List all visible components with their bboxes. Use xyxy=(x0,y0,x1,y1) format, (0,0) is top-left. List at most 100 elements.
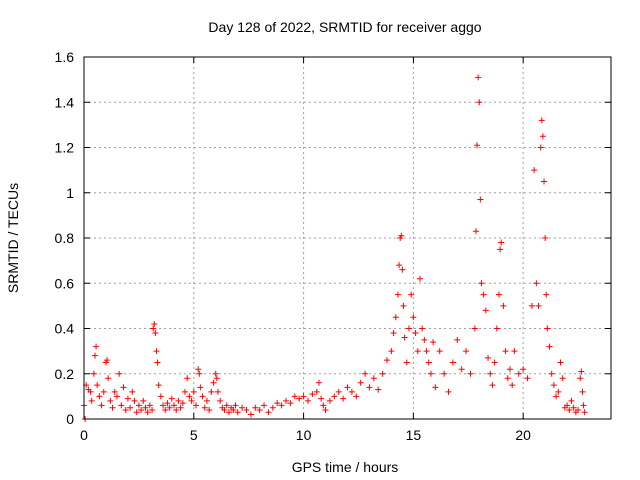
data-point xyxy=(370,375,377,382)
data-point xyxy=(149,406,156,413)
data-point xyxy=(197,384,204,391)
data-point xyxy=(580,402,587,409)
data-point xyxy=(87,388,94,395)
data-point xyxy=(410,314,417,321)
data-point xyxy=(152,330,159,337)
data-point xyxy=(388,348,395,355)
data-point xyxy=(256,406,263,413)
data-point xyxy=(566,406,573,413)
y-tick-label: 1 xyxy=(66,185,74,201)
data-point xyxy=(118,402,125,409)
chart-title: Day 128 of 2022, SRMTID for receiver agg… xyxy=(208,19,481,35)
data-point xyxy=(557,359,564,366)
data-point xyxy=(168,395,175,402)
data-point xyxy=(535,302,542,309)
data-point xyxy=(395,291,402,298)
data-point xyxy=(157,393,164,400)
data-point xyxy=(104,357,111,364)
data-point xyxy=(548,370,555,377)
y-tick-label: 1.6 xyxy=(55,49,75,65)
data-point xyxy=(578,368,585,375)
data-point xyxy=(175,397,182,404)
data-point xyxy=(379,370,386,377)
data-point xyxy=(432,384,439,391)
data-point xyxy=(318,395,325,402)
data-point xyxy=(500,302,507,309)
data-point xyxy=(425,359,432,366)
data-point xyxy=(120,384,127,391)
data-point xyxy=(313,388,320,395)
data-point xyxy=(98,402,105,409)
data-point xyxy=(579,388,586,395)
data-point xyxy=(335,388,342,395)
data-point xyxy=(543,291,550,298)
data-point xyxy=(400,302,407,309)
data-point xyxy=(182,388,189,395)
data-point xyxy=(269,404,276,411)
data-point xyxy=(166,404,173,411)
data-point xyxy=(91,352,98,359)
data-point xyxy=(542,235,549,241)
data-point xyxy=(164,400,171,407)
data-point xyxy=(304,397,311,404)
plot-frame xyxy=(83,56,612,420)
data-point xyxy=(111,388,118,395)
data-point xyxy=(553,393,560,400)
y-axis-ticks: 0 0.2 0.4 0.6 0.8 1 1.2 1.4 1.6 xyxy=(55,49,611,427)
data-point xyxy=(320,402,327,409)
data-point xyxy=(140,397,147,404)
data-point xyxy=(539,133,546,140)
data-point xyxy=(414,348,421,355)
data-point xyxy=(223,402,230,409)
data-point xyxy=(496,291,503,298)
y-tick-label: 1.4 xyxy=(55,94,75,110)
data-point xyxy=(441,370,448,377)
data-point xyxy=(570,404,577,411)
data-point xyxy=(265,409,272,416)
data-point xyxy=(122,406,129,413)
y-tick-label: 1.2 xyxy=(55,140,75,156)
data-point xyxy=(423,348,430,355)
data-point xyxy=(405,325,412,332)
data-point xyxy=(162,406,169,413)
data-point xyxy=(472,228,479,235)
data-point xyxy=(449,359,456,366)
data-point xyxy=(208,388,215,395)
data-point xyxy=(357,379,364,386)
data-point xyxy=(96,393,103,400)
data-point xyxy=(340,395,347,402)
data-point xyxy=(502,348,509,355)
x-axis-ticks: 0 5 10 15 20 xyxy=(80,57,531,443)
data-point xyxy=(416,275,423,282)
data-point xyxy=(471,325,478,332)
data-point xyxy=(214,388,221,395)
data-point xyxy=(520,366,527,373)
y-axis-label: SRMTID / TECUs xyxy=(5,183,21,293)
data-point xyxy=(491,359,498,366)
x-tick-label: 20 xyxy=(515,427,531,443)
data-point xyxy=(533,280,540,287)
data-point xyxy=(403,359,410,366)
y-tick-label: 0 xyxy=(66,411,74,427)
data-point xyxy=(436,348,443,355)
data-point xyxy=(454,336,461,343)
data-point xyxy=(412,330,419,337)
data-point xyxy=(531,167,538,174)
data-point xyxy=(190,388,197,395)
data-point xyxy=(331,393,338,400)
x-tick-label: 5 xyxy=(190,427,198,443)
data-point xyxy=(278,402,285,409)
data-point xyxy=(485,354,492,361)
data-point xyxy=(107,397,114,404)
data-point xyxy=(498,239,505,246)
data-point xyxy=(171,402,178,409)
data-point xyxy=(151,320,158,327)
data-point xyxy=(116,370,123,377)
data-point xyxy=(94,382,101,389)
data-point xyxy=(221,406,228,413)
data-point xyxy=(506,366,513,373)
data-point xyxy=(109,404,116,411)
data-point xyxy=(419,325,426,332)
data-point xyxy=(493,325,500,332)
data-point xyxy=(186,393,193,400)
